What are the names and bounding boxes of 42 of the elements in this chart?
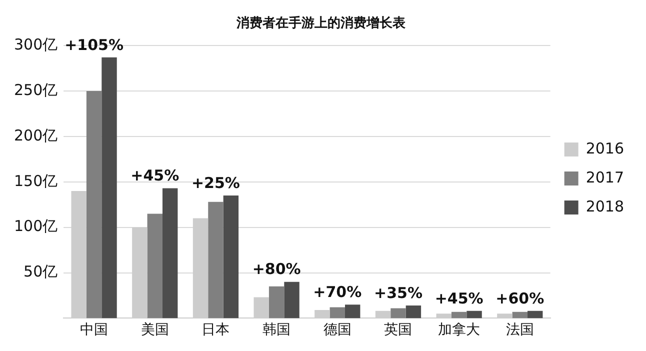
annotation: +60% (496, 289, 544, 308)
chart-title: 消费者在手游上的消费增长表 (236, 15, 406, 32)
annotation: +70% (313, 282, 362, 301)
bar (208, 202, 224, 318)
bar (102, 57, 117, 318)
annotation: +25% (191, 174, 240, 192)
y-tick-label: 150亿 (14, 172, 58, 190)
y-tick-label: 300亿 (14, 35, 58, 54)
annotation: +35% (374, 284, 422, 302)
x-tick-label: 韩国 (262, 322, 291, 338)
x-tick-label: 中国 (80, 322, 108, 338)
y-tick-label: 50亿 (24, 262, 58, 281)
bar (345, 304, 360, 318)
bar (466, 310, 482, 318)
x-tick-label: 法国 (506, 322, 534, 338)
x-tick-label: 德国 (323, 322, 352, 338)
x-tick-label: 英国 (384, 322, 412, 338)
bar (390, 308, 406, 318)
bar (451, 312, 467, 318)
annotation: +45% (434, 289, 484, 308)
y-tick-label: 200亿 (14, 126, 58, 144)
x-tick-label: 美国 (140, 322, 169, 338)
annotation: +45% (130, 166, 180, 185)
annotation: +105% (64, 36, 124, 54)
bar (268, 286, 284, 318)
legend-label: 2016 (586, 139, 624, 158)
bar (223, 196, 239, 318)
annotation: +80% (252, 260, 301, 278)
bar (528, 310, 543, 318)
y-tick-label: 100亿 (14, 217, 58, 236)
bar (406, 305, 422, 318)
bar (284, 282, 300, 318)
bar (512, 312, 528, 318)
legend-label: 2018 (586, 197, 624, 216)
bar (86, 91, 102, 318)
legend-label: 2017 (586, 168, 624, 186)
x-tick-label: 日本 (202, 322, 230, 338)
y-tick-label: 250亿 (14, 80, 58, 99)
bar (330, 307, 345, 318)
bar (162, 188, 178, 318)
x-tick-label: 加拿大 (438, 322, 480, 338)
bar (147, 214, 162, 318)
